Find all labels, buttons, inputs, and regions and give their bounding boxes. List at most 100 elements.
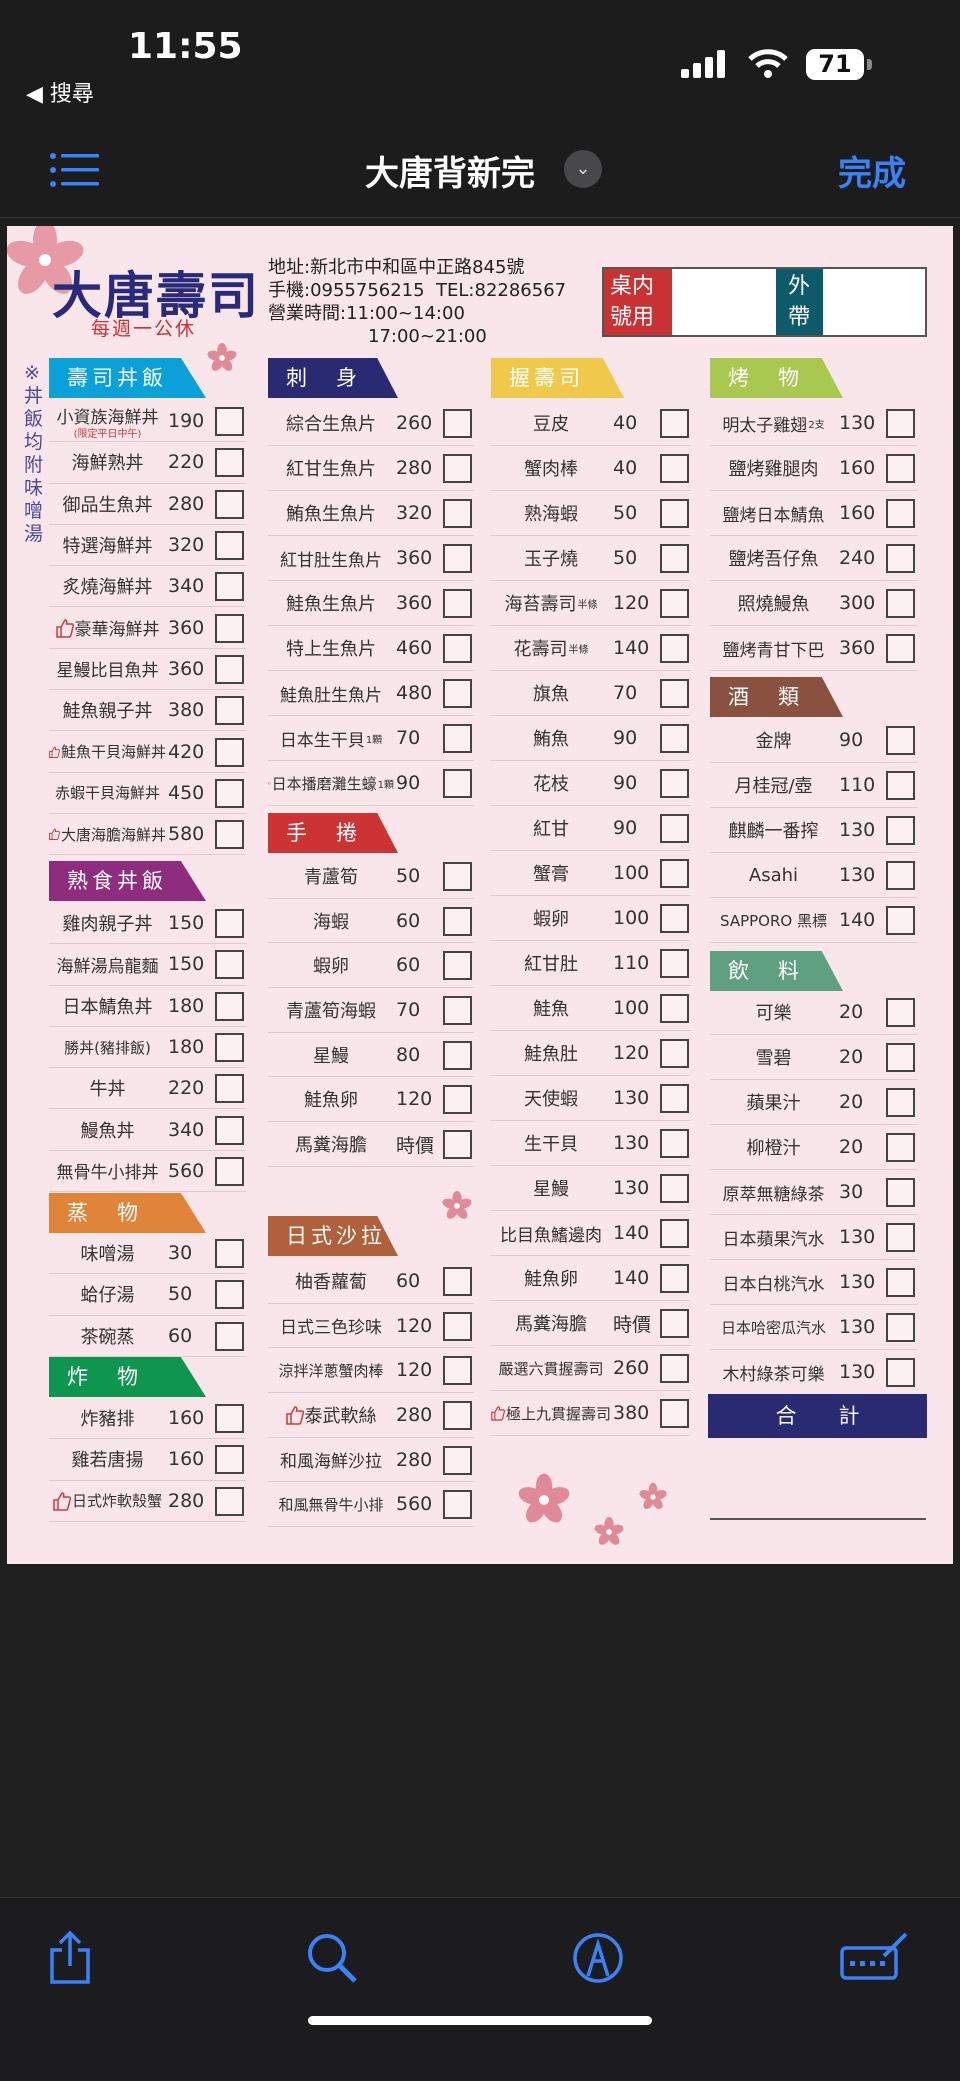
item-name-cell: 日本播磨灘生蠔 1顆 [268,761,394,805]
quantity-checkbox[interactable] [886,589,915,618]
quantity-checkbox[interactable] [660,1309,689,1338]
quantity-checkbox[interactable] [215,1280,244,1310]
quantity-checkbox[interactable] [443,724,472,753]
quantity-checkbox[interactable] [660,1399,689,1428]
quantity-checkbox[interactable] [443,769,472,798]
quantity-checkbox[interactable] [443,1311,472,1341]
quantity-checkbox[interactable] [215,1445,244,1475]
quantity-checkbox[interactable] [215,654,244,684]
quantity-checkbox[interactable] [660,634,689,663]
home-indicator[interactable] [308,2016,652,2025]
quantity-checkbox[interactable] [886,1178,915,1207]
form-fill-icon[interactable] [840,1930,910,1986]
quantity-checkbox[interactable] [660,1354,689,1383]
quantity-checkbox[interactable] [660,1219,689,1248]
quantity-checkbox[interactable] [660,904,689,933]
quantity-checkbox[interactable] [215,1074,244,1104]
quantity-checkbox[interactable] [660,994,689,1023]
quantity-checkbox[interactable] [660,1264,689,1293]
quantity-checkbox[interactable] [443,679,472,708]
quantity-checkbox[interactable] [443,1266,472,1296]
quantity-checkbox[interactable] [215,1156,244,1186]
quantity-checkbox[interactable] [886,1133,915,1162]
quantity-checkbox[interactable] [660,1129,689,1158]
quantity-checkbox[interactable] [443,1040,472,1070]
quantity-checkbox[interactable] [886,906,915,935]
markup-icon[interactable] [570,1930,626,1986]
quantity-checkbox[interactable] [443,951,472,981]
quantity-checkbox[interactable] [215,737,244,767]
quantity-checkbox[interactable] [443,589,472,618]
quantity-checkbox[interactable] [886,499,915,528]
quantity-checkbox[interactable] [215,991,244,1021]
quantity-checkbox[interactable] [215,489,244,519]
quantity-checkbox[interactable] [443,544,472,573]
quantity-checkbox[interactable] [660,769,689,798]
quantity-checkbox[interactable] [660,499,689,528]
quantity-checkbox[interactable] [886,634,915,663]
quantity-checkbox[interactable] [443,861,472,891]
quantity-checkbox[interactable] [660,1084,689,1113]
quantity-checkbox[interactable] [660,724,689,753]
quantity-checkbox[interactable] [660,454,689,483]
quantity-checkbox[interactable] [215,950,244,980]
quantity-checkbox[interactable] [215,448,244,478]
quantity-checkbox[interactable] [215,820,244,850]
quantity-checkbox[interactable] [215,1033,244,1063]
quantity-checkbox[interactable] [443,1490,472,1520]
quantity-checkbox[interactable] [215,1404,244,1434]
quantity-checkbox[interactable] [660,949,689,978]
quantity-checkbox[interactable] [443,1085,472,1115]
menu-list-icon[interactable] [50,152,100,188]
quantity-checkbox[interactable] [215,909,244,939]
quantity-checkbox[interactable] [660,1039,689,1068]
quantity-checkbox[interactable] [215,1486,244,1516]
quantity-checkbox[interactable] [886,726,915,755]
quantity-checkbox[interactable] [215,1321,244,1351]
quantity-checkbox[interactable] [886,998,915,1027]
quantity-checkbox[interactable] [215,531,244,561]
quantity-checkbox[interactable] [215,572,244,602]
quantity-checkbox[interactable] [443,1445,472,1475]
quantity-checkbox[interactable] [660,589,689,618]
quantity-checkbox[interactable] [443,499,472,528]
quantity-checkbox[interactable] [886,1043,915,1072]
quantity-checkbox[interactable] [886,1358,915,1387]
quantity-checkbox[interactable] [886,861,915,890]
quantity-checkbox[interactable] [443,1400,472,1430]
share-icon[interactable] [42,1930,98,1986]
quantity-checkbox[interactable] [886,1088,915,1117]
quantity-checkbox[interactable] [215,613,244,643]
back-to-search[interactable]: ◀ 搜尋 [26,82,94,107]
status-and-nav-bar [0,0,960,218]
quantity-checkbox[interactable] [886,771,915,800]
quantity-checkbox[interactable] [886,1268,915,1297]
quantity-checkbox[interactable] [215,696,244,726]
quantity-checkbox[interactable] [886,544,915,573]
quantity-checkbox[interactable] [215,1239,244,1269]
quantity-checkbox[interactable] [443,634,472,663]
search-icon[interactable] [304,1930,360,1986]
quantity-checkbox[interactable] [443,906,472,936]
quantity-checkbox[interactable] [886,1313,915,1342]
quantity-checkbox[interactable] [660,679,689,708]
quantity-checkbox[interactable] [886,454,915,483]
quantity-checkbox[interactable] [443,1130,472,1160]
quantity-checkbox[interactable] [443,454,472,483]
quantity-checkbox[interactable] [215,778,244,808]
chevron-down-icon[interactable]: ⌄ [564,150,602,188]
quantity-checkbox[interactable] [215,407,244,437]
quantity-checkbox[interactable] [443,1356,472,1386]
quantity-checkbox[interactable] [660,409,689,438]
quantity-checkbox[interactable] [660,814,689,843]
quantity-checkbox[interactable] [443,409,472,438]
quantity-checkbox[interactable] [215,1115,244,1145]
quantity-checkbox[interactable] [886,409,915,438]
done-button[interactable]: 完成 [838,154,906,194]
quantity-checkbox[interactable] [660,1174,689,1203]
quantity-checkbox[interactable] [660,859,689,888]
quantity-checkbox[interactable] [886,1223,915,1252]
quantity-checkbox[interactable] [443,995,472,1025]
quantity-checkbox[interactable] [660,544,689,573]
quantity-checkbox[interactable] [886,816,915,845]
